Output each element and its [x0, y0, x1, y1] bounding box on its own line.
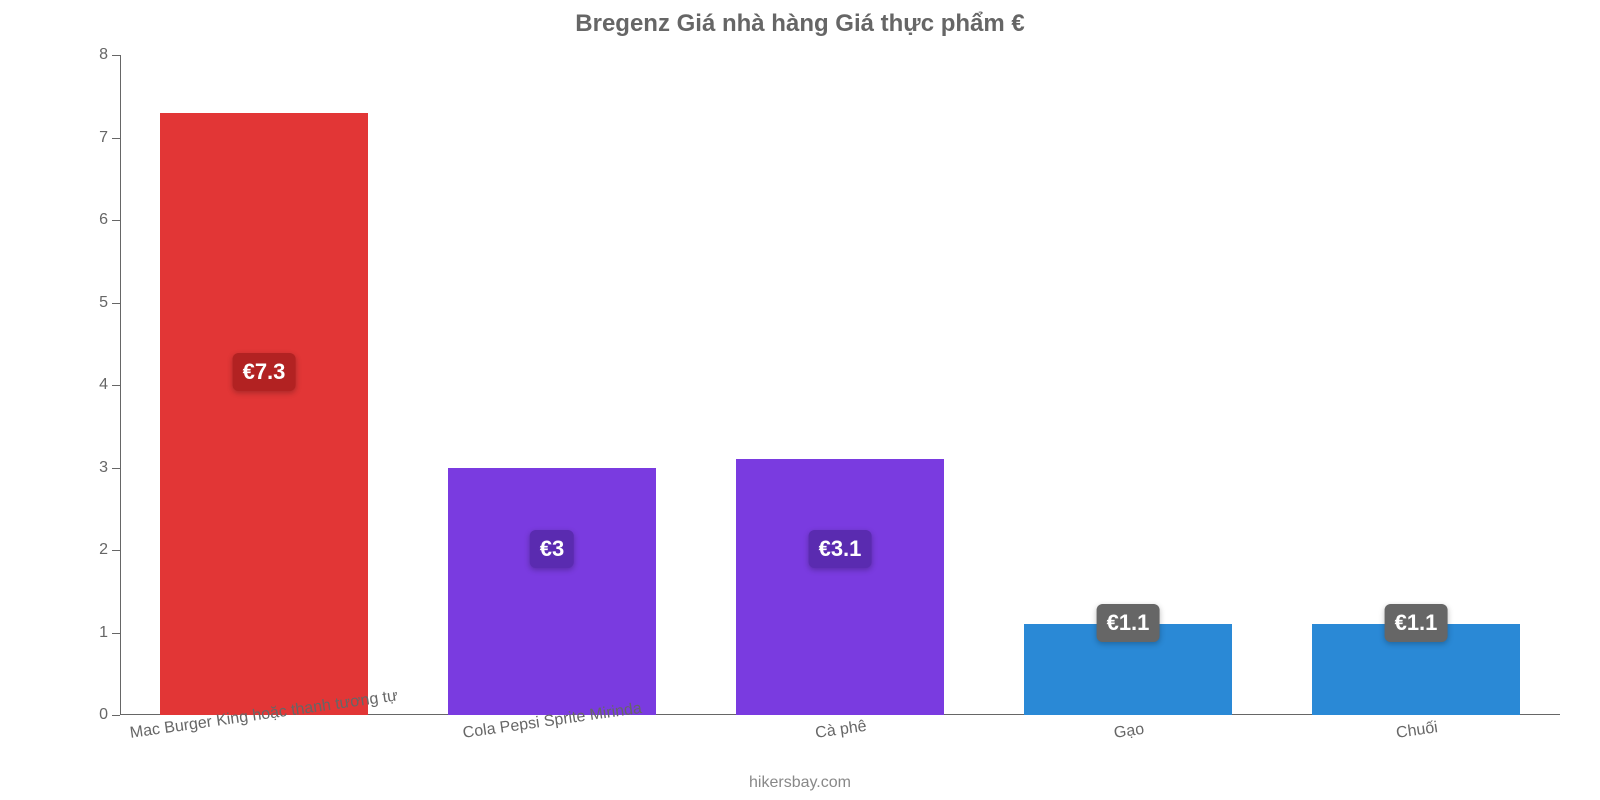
plot-area: 012345678€7.3Mac Burger King hoặc thanh …: [120, 55, 1560, 715]
value-label: €3: [530, 530, 574, 568]
y-tick-label: 7: [99, 129, 120, 147]
y-tick-label: 6: [99, 211, 120, 229]
y-tick-label: 0: [99, 706, 120, 724]
bar: [160, 113, 367, 715]
chart-footer: hikersbay.com: [0, 774, 1600, 792]
value-label: €7.3: [233, 353, 296, 391]
chart-title: Bregenz Giá nhà hàng Giá thực phẩm €: [0, 10, 1600, 38]
x-category-label: Cà phê: [814, 718, 868, 743]
y-tick-label: 1: [99, 624, 120, 642]
y-tick-label: 5: [99, 294, 120, 312]
y-tick-label: 3: [99, 459, 120, 477]
bar: [448, 468, 655, 716]
y-tick-label: 4: [99, 376, 120, 394]
x-category-label: Chuối: [1395, 719, 1439, 743]
value-label: €3.1: [809, 530, 872, 568]
y-tick-label: 8: [99, 46, 120, 64]
y-tick-label: 2: [99, 541, 120, 559]
value-label: €1.1: [1385, 604, 1448, 642]
value-label: €1.1: [1097, 604, 1160, 642]
bar: [736, 459, 943, 715]
x-category-label: Gạo: [1113, 721, 1145, 743]
price-bar-chart: Bregenz Giá nhà hàng Giá thực phẩm € 012…: [0, 0, 1600, 800]
y-axis-line: [120, 55, 121, 715]
